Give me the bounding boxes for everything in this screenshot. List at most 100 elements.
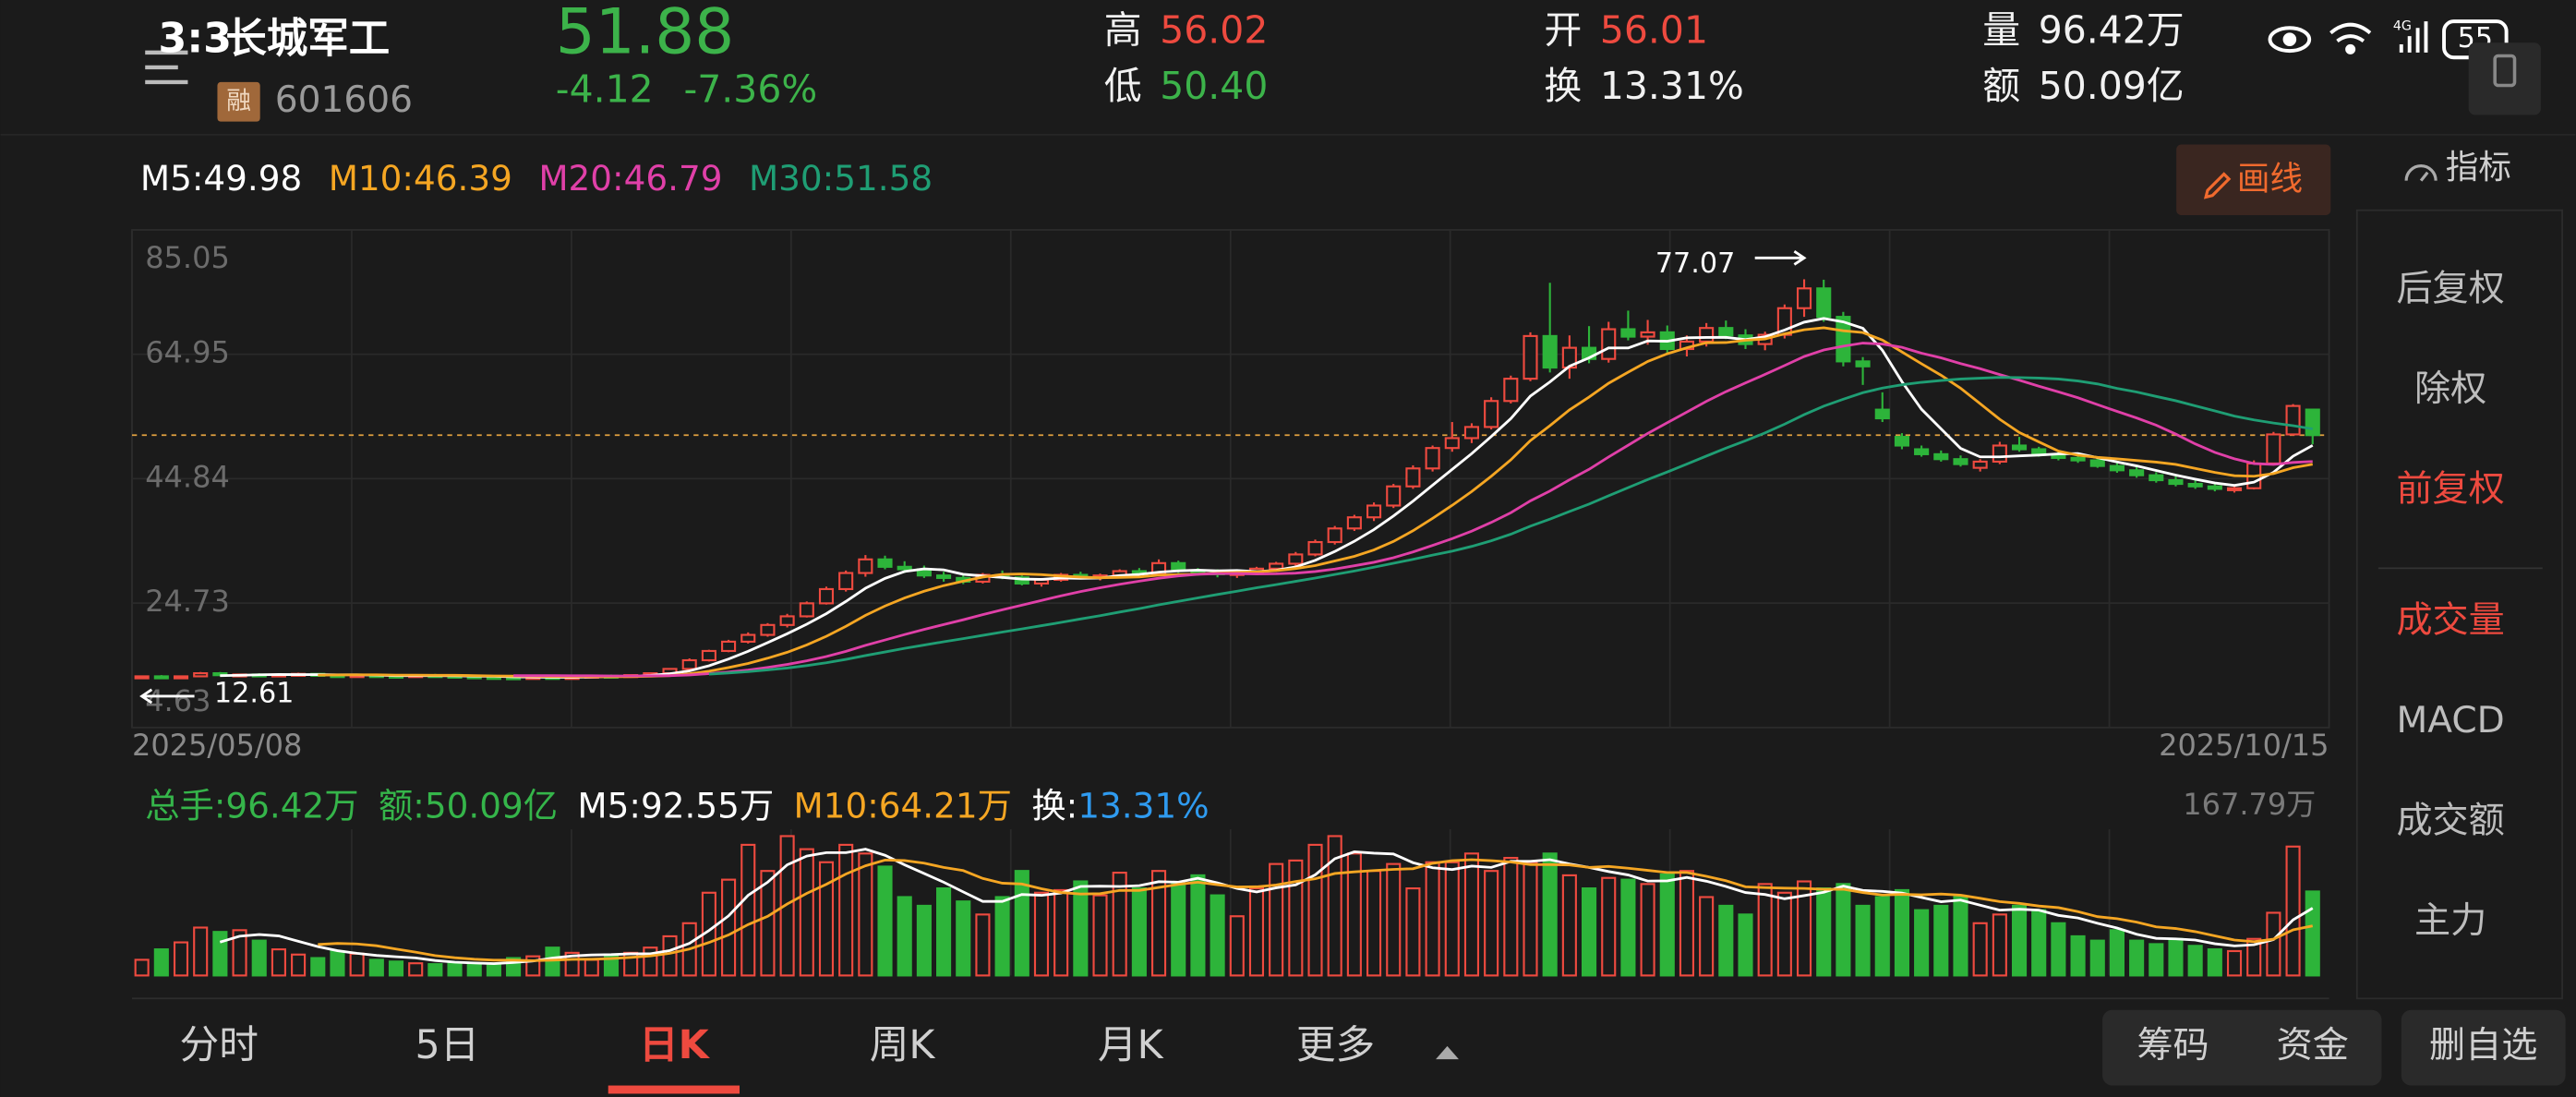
volume-bar xyxy=(1679,870,1695,977)
margin-tag: 融 xyxy=(226,87,251,115)
volume-bar xyxy=(818,861,835,977)
candle-body xyxy=(1327,527,1342,544)
volume-bar xyxy=(193,926,209,977)
volume-bar xyxy=(1484,870,1499,977)
volume-bar xyxy=(1307,843,1323,977)
volume-bar xyxy=(447,961,463,977)
action-button[interactable]: 筹码 xyxy=(2137,1025,2209,1067)
menu-icon[interactable] xyxy=(145,50,188,85)
volume-bar xyxy=(349,952,365,977)
draw-button[interactable] xyxy=(2176,144,2331,215)
volume-bar xyxy=(1425,861,1440,977)
stat-value: 13.31% xyxy=(1600,64,1744,108)
side-menu-item[interactable]: 除权 xyxy=(2414,368,2486,410)
volume-bar xyxy=(2070,934,2086,977)
tab[interactable]: 月K xyxy=(1098,1022,1164,1068)
volume-bar xyxy=(779,835,795,977)
volume-bar xyxy=(1874,896,1890,977)
ma-legend: M30:51.58 xyxy=(749,158,933,199)
side-menu-item[interactable]: MACD xyxy=(2397,700,2505,741)
candle-body xyxy=(858,558,873,574)
volume-bar xyxy=(1503,856,1519,977)
side-menu-item[interactable]: 主力 xyxy=(2414,900,2486,942)
side-menu-item[interactable]: 成交量 xyxy=(2396,600,2504,642)
price-chart: 4.63 24.73 44.84 64.95 85.05 2025/05/08 2025/1… xyxy=(131,229,2329,763)
volume-bar xyxy=(291,953,307,977)
rotate-button[interactable] xyxy=(2468,42,2541,115)
candle-body xyxy=(1836,316,1851,363)
x-tick-label: 2025/10/15 xyxy=(2159,728,2329,763)
volume-bar xyxy=(1073,880,1089,977)
side-menu-item[interactable]: 后复权 xyxy=(2396,268,2504,309)
volume-bar xyxy=(212,931,228,977)
candle-body xyxy=(1640,331,1655,338)
stat-value: 50.40 xyxy=(1160,64,1268,108)
volume-bar xyxy=(936,886,952,977)
candle-body xyxy=(2168,478,2184,486)
tab[interactable]: 分时 xyxy=(180,1022,259,1068)
stat-value: 56.02 xyxy=(1160,8,1268,53)
volume-bar xyxy=(1327,835,1342,977)
action-group xyxy=(2102,1009,2382,1086)
stock-code: 601606 xyxy=(275,79,413,121)
volume-bar xyxy=(2226,949,2243,977)
stat-label: 换 xyxy=(1544,64,1582,108)
indicator-button[interactable]: 指标 xyxy=(2446,149,2511,187)
volume-bar xyxy=(2305,890,2320,977)
side-menu-item[interactable]: 前复权 xyxy=(2396,468,2504,510)
volume-bar xyxy=(2187,945,2203,977)
stat-label: 量 xyxy=(1982,8,2020,53)
volume-bar xyxy=(1014,870,1029,977)
candle-body xyxy=(740,633,756,643)
candle-body xyxy=(2070,456,2086,462)
change-pct: -7.36% xyxy=(684,67,818,112)
volume-bar xyxy=(232,929,247,977)
candle-body xyxy=(779,615,795,626)
tab[interactable]: 日K xyxy=(639,1022,711,1068)
volume-bar xyxy=(2051,922,2066,977)
candle-body xyxy=(1425,447,1440,470)
candle-body xyxy=(193,672,209,678)
tab-bar: 分时 5日 日K 周K 月K 更多 xyxy=(180,1022,1375,1094)
volume-bar xyxy=(1405,886,1421,977)
volume-bar xyxy=(1210,894,1225,977)
volume-bar xyxy=(1248,886,1265,977)
tab[interactable]: 5日 xyxy=(415,1022,480,1068)
signal-label: 4G xyxy=(2393,18,2412,33)
candle-body xyxy=(701,649,716,662)
y-tick-label: 64.95 xyxy=(145,335,230,370)
volume-legend: 总手:96.42万 xyxy=(145,785,358,826)
volume-bar xyxy=(1346,852,1362,977)
candle-body xyxy=(2266,433,2281,464)
candle-body xyxy=(1816,287,1832,319)
side-menu-item[interactable]: 成交额 xyxy=(2396,801,2504,842)
action-button[interactable]: 删自选 xyxy=(2429,1025,2537,1067)
candle-body xyxy=(877,558,893,568)
volume-legend: 额:50.09亿 xyxy=(379,785,558,826)
stat-value: 56.01 xyxy=(1600,8,1708,53)
more-arrow xyxy=(1436,1045,1459,1060)
candle-body xyxy=(2011,444,2028,451)
volume-bar xyxy=(173,941,189,977)
volume-bar xyxy=(1366,870,1382,977)
volume-bar xyxy=(975,913,991,977)
action-button[interactable]: 资金 xyxy=(2277,1025,2349,1067)
candle-body xyxy=(1523,334,1538,380)
tab[interactable]: 周K xyxy=(870,1022,936,1068)
volume-bar xyxy=(1601,876,1617,977)
volume-bar xyxy=(1171,883,1186,977)
candle-body xyxy=(799,602,814,618)
stat-label: 高 xyxy=(1104,8,1142,53)
volume-bar xyxy=(251,939,267,977)
volume-bar xyxy=(1229,915,1245,977)
tab[interactable]: 更多 xyxy=(1296,1022,1375,1068)
volume-legend: 换: xyxy=(1031,785,1077,826)
candle-body xyxy=(2187,482,2203,488)
volume-bar xyxy=(2207,948,2222,977)
candle-body xyxy=(1366,504,1382,519)
candle-body xyxy=(1718,327,1734,337)
